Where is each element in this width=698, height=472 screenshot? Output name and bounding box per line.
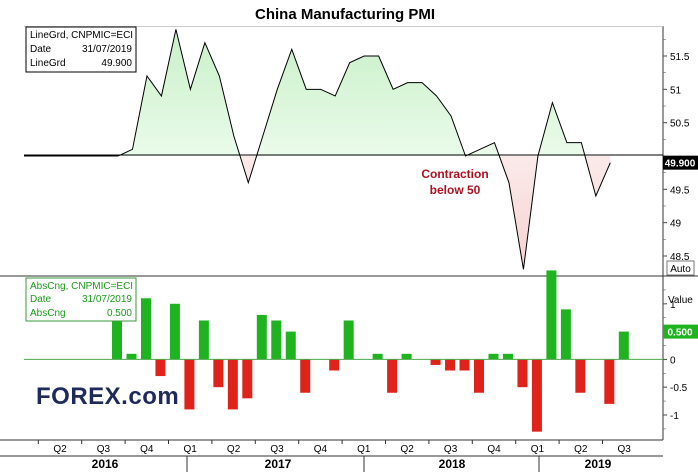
x-quarter-label: Q4 — [140, 444, 154, 455]
top-y-tick-label: 49 — [670, 219, 682, 230]
x-quarter-label: Q4 — [314, 444, 328, 455]
pmi-area — [118, 29, 611, 270]
change-bar — [531, 359, 542, 432]
bottom-legend-series: AbsCng, CNPMIC=ECI — [30, 281, 133, 292]
bottom-last-value-tag: 0.500 — [663, 324, 698, 339]
x-quarter-label: Q3 — [618, 444, 632, 455]
change-bar — [372, 353, 383, 360]
x-quarter-label: Q3 — [270, 444, 284, 455]
change-bar — [445, 359, 456, 371]
top-y-tick-label: 51.5 — [670, 52, 690, 63]
bottom-y-tick-label: 1 — [670, 300, 676, 311]
x-axis-years: 2016 2017 2018 2019 — [92, 456, 612, 472]
top-y-tick-label: 49.5 — [670, 185, 690, 196]
bottom-y-tick-label: -0.5 — [670, 383, 688, 394]
top-legend-series: LineGrd, CNPMIC=ECI — [30, 30, 133, 41]
bottom-y-axis-title: Value — [668, 295, 693, 306]
change-bar — [242, 359, 253, 399]
bottom-legend-value: 0.500 — [107, 308, 132, 319]
change-bar — [430, 359, 441, 365]
top-legend-date-value: 31/07/2019 — [82, 44, 132, 55]
change-bar — [112, 309, 122, 360]
pmi-series-line — [117, 29, 611, 270]
x-quarter-label: Q2 — [401, 444, 415, 455]
last-value-tag: 49.900 — [663, 155, 698, 170]
change-bar — [300, 359, 311, 393]
change-bar — [546, 270, 557, 360]
bottom-legend-date-label: Date — [30, 294, 52, 305]
x-quarter-label: Q1 — [531, 444, 545, 455]
change-bar — [155, 359, 166, 377]
change-bar — [329, 359, 340, 371]
x-year-label: 2017 — [265, 457, 292, 471]
x-quarter-label: Q2 — [574, 444, 588, 455]
annotation-line-1: Contraction — [421, 167, 488, 181]
change-bar — [502, 353, 513, 360]
x-year-label: 2019 — [585, 457, 612, 471]
top-y-tick-label: 51 — [670, 85, 682, 96]
top-y-tick-label: 50.5 — [670, 119, 690, 130]
change-bar — [169, 303, 180, 360]
top-legend-value-label: LineGrd — [30, 58, 66, 69]
change-bar — [575, 359, 586, 393]
change-bar — [618, 331, 629, 360]
bottom-legend-value-label: AbsCng — [30, 308, 66, 319]
area-below-50 — [240, 156, 611, 270]
change-bar — [488, 353, 499, 360]
top-panel — [0, 26, 698, 440]
change-bar — [459, 359, 470, 371]
top-legend-value: 49.900 — [101, 58, 132, 69]
bottom-legend-date-value: 31/07/2019 — [82, 294, 132, 305]
x-axis-quarters: Q2 Q3 Q4 Q1 Q2 Q3 Q4 Q1 Q2 Q3 Q4 Q1 Q2 Q3 — [37, 440, 632, 455]
auto-button[interactable]: Auto — [666, 260, 695, 276]
contraction-annotation: Contraction below 50 — [421, 167, 488, 197]
change-bar — [198, 320, 209, 360]
top-legend-date-label: Date — [30, 44, 52, 55]
bottom-y-tick-label: -1 — [670, 411, 679, 422]
change-bar — [474, 359, 484, 393]
change-bar — [227, 359, 238, 410]
x-quarter-label: Q3 — [444, 444, 458, 455]
change-bar — [401, 353, 412, 360]
bottom-legend: AbsCng, CNPMIC=ECI Date 31/07/2019 AbsCn… — [25, 277, 137, 322]
x-year-label: 2016 — [92, 457, 119, 471]
bottom-y-tick-label: 0 — [670, 355, 676, 366]
bottom-last-value-label: 0.500 — [667, 328, 692, 339]
x-quarter-label: Q4 — [487, 444, 501, 455]
change-bar — [604, 359, 615, 404]
change-bar — [140, 298, 151, 360]
change-bar — [343, 320, 354, 360]
change-bars — [112, 270, 629, 432]
forex-logo: FOREX.com — [36, 383, 179, 410]
area-above-50 — [118, 29, 585, 156]
change-bar — [126, 353, 137, 360]
x-year-label: 2018 — [439, 457, 466, 471]
last-value-label: 49.900 — [665, 159, 696, 170]
change-bar — [517, 359, 528, 388]
change-bar — [285, 331, 296, 360]
top-y-tick-label: 48.5 — [670, 252, 690, 263]
change-bar — [271, 320, 282, 360]
change-bar — [387, 359, 398, 393]
x-quarter-label: Q2 — [53, 444, 67, 455]
x-quarter-label: Q2 — [227, 444, 241, 455]
pmi-line — [24, 29, 611, 270]
change-bar — [213, 359, 224, 388]
x-quarter-label: Q1 — [184, 444, 198, 455]
chart-title: China Manufacturing PMI — [255, 6, 435, 23]
change-bar — [184, 359, 195, 410]
annotation-line-2: below 50 — [430, 183, 481, 197]
top-y-axis: 48.5 49 49.5 50.5 51 51.5 — [663, 39, 690, 263]
bottom-y-axis: 10.50-0.5-1 — [663, 289, 688, 430]
change-bar — [560, 309, 571, 360]
forex-logo-text: FOREX.com — [36, 383, 179, 410]
x-quarter-label: Q3 — [97, 444, 111, 455]
change-bar — [256, 314, 267, 360]
auto-button-label: Auto — [670, 264, 691, 275]
x-quarter-label: Q1 — [357, 444, 371, 455]
top-legend: LineGrd, CNPMIC=ECI Date 31/07/2019 Line… — [25, 26, 137, 73]
